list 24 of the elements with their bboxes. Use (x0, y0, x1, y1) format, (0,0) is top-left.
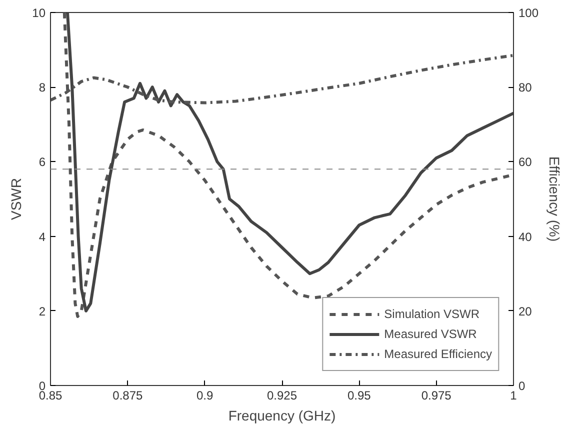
y-tick-label: 10 (32, 6, 46, 20)
y2-tick-label: 60 (518, 155, 532, 170)
x-tick-label: 0.95 (347, 388, 372, 402)
x-tick-label: 0.875 (112, 388, 144, 402)
y2-tick-label: 20 (518, 304, 532, 318)
x-tick-label: 1 (510, 388, 518, 402)
legend-label: Measured VSWR (384, 327, 477, 341)
y-tick-label: 6 (38, 155, 46, 170)
legend-label: Simulation VSWR (384, 307, 480, 321)
y-tick-label: 8 (38, 80, 46, 95)
y2-tick-label: 40 (518, 230, 532, 244)
x-axis-title: Frequency (GHz) (228, 408, 336, 424)
x-tick-label: 0.85 (38, 388, 63, 402)
y2-tick-label: 80 (518, 80, 532, 95)
x-tick-label: 0.9 (196, 388, 214, 402)
x-tick-label: 0.925 (266, 388, 298, 402)
y2-axis-title: Efficiency (%) (546, 156, 563, 242)
y-axis-title: VSWR (8, 178, 24, 220)
y-tick-label: 4 (38, 230, 46, 244)
y-tick-label: 2 (38, 304, 46, 318)
legend-label: Measured Efficiency (384, 347, 492, 361)
y2-tick-label: 100 (518, 6, 539, 20)
x-tick-label: 0.975 (421, 388, 452, 402)
y2-tick-label: 0 (518, 379, 526, 393)
